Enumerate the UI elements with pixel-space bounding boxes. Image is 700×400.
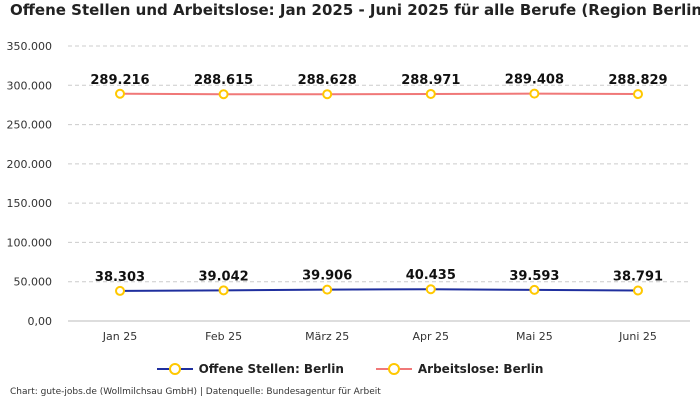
- x-tick-label: Apr 25: [413, 330, 450, 343]
- data-point: [633, 89, 643, 100]
- data-label: 40.435: [406, 268, 456, 283]
- data-point: [115, 285, 125, 296]
- data-point: [529, 284, 540, 295]
- data-label: 288.628: [298, 73, 357, 88]
- data-point: [218, 89, 229, 100]
- y-axis-ticks: 0,00 50.000 100.000 150.000 200.000 250.000 30…: [7, 40, 53, 328]
- data-point: [633, 285, 643, 296]
- data-labels: 38.303 39.042 39.906 40.435 39.593 38.791 289.…: [90, 73, 667, 285]
- y-tick-label: 50.000: [14, 276, 53, 289]
- legend-swatch-offene-stellen: [156, 363, 193, 375]
- y-tick-label: 100.000: [7, 236, 53, 249]
- x-tick-label: März 25: [305, 330, 349, 343]
- data-point: [218, 285, 229, 296]
- legend-item-arbeitslose[interactable]: Arbeitslose: Berlin: [375, 362, 544, 376]
- y-tick-label: 350.000: [7, 40, 53, 53]
- series-group: [115, 88, 643, 296]
- gridlines: [68, 45, 690, 322]
- legend-swatch-arbeitslose: [375, 363, 412, 375]
- data-label: 38.303: [95, 270, 145, 285]
- data-point: [115, 88, 125, 99]
- x-tick-label: Mai 25: [516, 330, 553, 343]
- legend: Offene Stellen: Berlin Arbeitslose: Berl…: [0, 362, 700, 376]
- data-point: [322, 284, 333, 295]
- data-point: [529, 88, 540, 99]
- series-line: [119, 92, 639, 96]
- data-label: 289.408: [505, 73, 564, 88]
- data-point: [425, 284, 436, 295]
- series-line: [119, 288, 639, 292]
- data-label: 39.906: [302, 269, 352, 284]
- chart-footer: Chart: gute-jobs.de (Wollmilchsau GmbH) …: [10, 387, 381, 397]
- data-label: 39.593: [509, 269, 559, 284]
- x-axis-ticks: Jan 25 Feb 25 März 25 Apr 25 Mai 25 Juni 25: [102, 330, 657, 343]
- y-tick-label: 250.000: [7, 119, 53, 132]
- legend-item-offene-stellen[interactable]: Offene Stellen: Berlin: [156, 362, 344, 376]
- x-tick-label: Feb 25: [205, 330, 242, 343]
- data-label: 288.615: [194, 73, 253, 88]
- y-tick-label: 150.000: [7, 197, 53, 210]
- x-tick-label: Juni 25: [618, 330, 657, 343]
- data-label: 289.216: [90, 73, 149, 88]
- data-point: [425, 88, 436, 99]
- y-tick-label: 200.000: [7, 158, 53, 171]
- legend-label-offene-stellen: Offene Stellen: Berlin: [198, 362, 344, 376]
- chart-title: Offene Stellen und Arbeitslose: Jan 2025…: [10, 1, 700, 19]
- y-tick-label: 300.000: [7, 79, 53, 92]
- data-label: 288.971: [401, 73, 460, 88]
- data-point: [322, 89, 333, 100]
- y-tick-label: 0,00: [28, 315, 53, 328]
- data-label: 288.829: [608, 73, 667, 88]
- data-label: 39.042: [199, 269, 249, 284]
- x-tick-label: Jan 25: [102, 330, 137, 343]
- data-label: 38.791: [613, 270, 663, 285]
- legend-label-arbeitslose: Arbeitslose: Berlin: [417, 362, 544, 376]
